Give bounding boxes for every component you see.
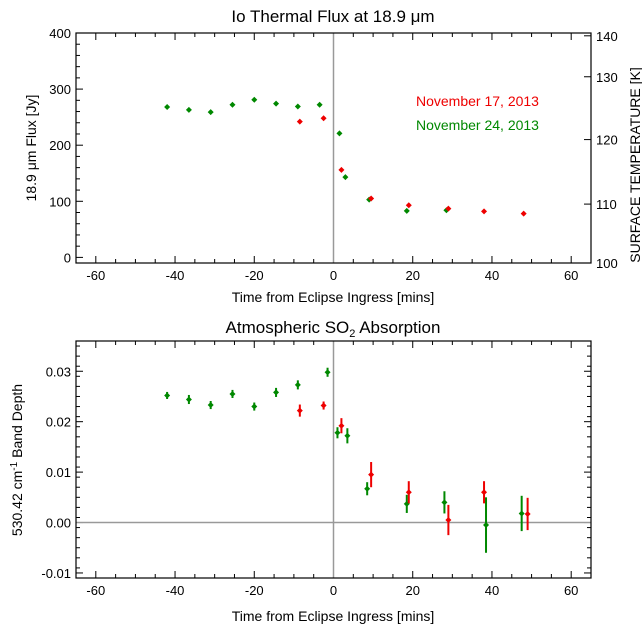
data-point — [518, 510, 525, 517]
data-point — [338, 166, 345, 173]
data-point — [441, 499, 448, 506]
thermal-flux-y-tick-label: 300 — [49, 82, 71, 97]
data-point — [273, 100, 280, 107]
surface-temperature-axis-label: SURFACE TEMPERATURE [K] — [627, 67, 642, 263]
so2-absorption-y-tick-label: 0.01 — [46, 465, 71, 480]
so2-absorption-title: Atmospheric SO2 Absorption — [226, 318, 441, 340]
data-point — [229, 390, 236, 397]
so2-absorption-chart: Atmospheric SO2 Absorption -60 -40 -20 0 20 4… — [9, 318, 592, 624]
data-point — [403, 207, 410, 214]
data-point — [481, 489, 488, 496]
data-point — [445, 517, 452, 524]
thermal-flux-y-tick-label: 0 — [64, 250, 71, 265]
surface-temperature-tick-label: 120 — [596, 133, 618, 148]
thermal-flux-x-tick-label: -40 — [166, 268, 185, 283]
so2-absorption-x-tick-label: 60 — [564, 583, 578, 598]
thermal-flux-y-axis-label: 18.9 μm Flux [Jy] — [23, 95, 39, 202]
thermal-flux-y-tick-label: 200 — [49, 138, 71, 153]
data-point — [344, 432, 351, 439]
data-point — [251, 96, 258, 103]
data-point — [481, 208, 488, 215]
thermal-flux-x-tick-label: 0 — [330, 268, 337, 283]
surface-temperature-tick-label: 140 — [596, 29, 618, 44]
thermal-flux-x-tick-label: 40 — [485, 268, 499, 283]
thermal-flux-x-tick-label: -20 — [245, 268, 264, 283]
so2-absorption-ref-lines — [76, 341, 591, 578]
so2-absorption-y-axis-label: 530.42 cm-1 Band Depth — [9, 384, 25, 536]
thermal-flux-points — [164, 96, 527, 217]
thermal-flux-y-tick-label: 400 — [49, 26, 71, 41]
data-point — [524, 510, 531, 517]
thermal-flux-chart: Io Thermal Flux at 18.9 μm -60 -40 -20 0 20 4… — [23, 7, 642, 305]
data-point — [273, 389, 280, 396]
data-point — [483, 522, 490, 529]
surface-temperature-tick-label: 100 — [596, 256, 618, 271]
data-point — [229, 101, 236, 108]
so2-absorption-x-tick-label: -20 — [245, 583, 264, 598]
data-point — [405, 202, 412, 209]
legend-nov24: November 24, 2013 — [416, 117, 539, 133]
thermal-flux-x-tick-label: 60 — [564, 268, 578, 283]
data-point — [334, 429, 341, 436]
thermal-flux-plot-frame — [75, 32, 592, 264]
so2-absorption-x-tick-label: 20 — [405, 583, 419, 598]
data-point — [364, 485, 371, 492]
data-point — [368, 195, 375, 202]
so2-absorption-y-tick-label: 0.03 — [46, 364, 71, 379]
data-point — [368, 471, 375, 478]
data-point — [336, 130, 343, 137]
so2-absorption-x-tick-label: 0 — [330, 583, 337, 598]
data-point — [207, 109, 214, 116]
data-point — [316, 101, 323, 108]
thermal-flux-y-tick-label: 100 — [49, 194, 71, 209]
data-point — [520, 210, 527, 217]
data-point — [320, 115, 327, 122]
data-point — [185, 396, 192, 403]
data-point — [405, 489, 412, 496]
legend-nov17: November 17, 2013 — [416, 93, 539, 109]
data-point — [338, 422, 345, 429]
so2-absorption-points — [164, 367, 531, 553]
so2-absorption-x-axis-label: Time from Eclipse Ingress [mins] — [232, 608, 435, 624]
so2-absorption-y-tick-label: -0.01 — [41, 566, 71, 581]
data-point — [445, 205, 452, 212]
thermal-flux-title: Io Thermal Flux at 18.9 μm — [231, 7, 434, 26]
so2-absorption-x-tick-label: -60 — [86, 583, 105, 598]
data-point — [296, 407, 303, 414]
thermal-flux-x-axis-label: Time from Eclipse Ingress [mins] — [232, 289, 435, 305]
surface-temperature-tick-label: 110 — [596, 197, 617, 212]
so2-absorption-x-tick-label: 40 — [485, 583, 499, 598]
thermal-flux-legend: November 17, 2013 November 24, 2013 — [416, 93, 539, 133]
data-point — [324, 369, 331, 376]
data-point — [251, 403, 258, 410]
data-point — [342, 174, 349, 181]
thermal-flux-x-tick-label: -60 — [86, 268, 105, 283]
thermal-flux-x-tick-label: 20 — [405, 268, 419, 283]
so2-absorption-y-tick-label: 0.00 — [46, 516, 71, 531]
data-point — [294, 103, 301, 110]
surface-temperature-tick-label: 130 — [596, 70, 618, 85]
data-point — [296, 118, 303, 125]
data-point — [320, 402, 327, 409]
thermal-flux-ticks: -60 -40 -20 0 20 40 60 0 100 200 300 400 100 110 120 13… — [49, 26, 617, 283]
data-point — [294, 381, 301, 388]
data-point — [164, 104, 171, 111]
so2-absorption-plot-frame — [75, 340, 592, 579]
data-point — [185, 106, 192, 113]
data-point — [164, 392, 171, 399]
so2-absorption-x-tick-label: -40 — [166, 583, 185, 598]
data-point — [207, 402, 214, 409]
so2-absorption-y-tick-label: 0.02 — [46, 415, 71, 430]
so2-absorption-ticks: -60 -40 -20 0 20 40 60 -0.01 0.00 0.01 0.02 0.03 — [41, 341, 592, 598]
